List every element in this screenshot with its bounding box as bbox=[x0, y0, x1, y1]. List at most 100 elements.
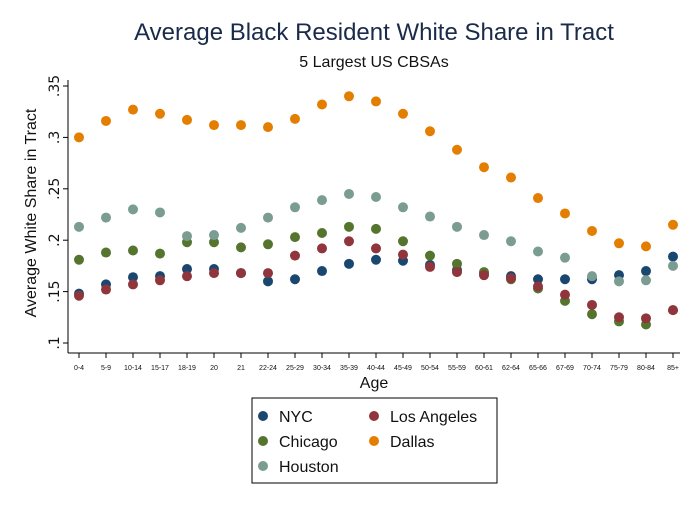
x-tick-label: 0-4 bbox=[74, 365, 84, 372]
data-point-chicago bbox=[209, 237, 219, 248]
data-point-nyc bbox=[371, 254, 381, 265]
data-point-los-angeles bbox=[371, 243, 381, 254]
data-point-los-angeles bbox=[155, 275, 165, 286]
data-point-houston bbox=[668, 260, 678, 271]
data-point-houston bbox=[614, 276, 624, 287]
x-axis-label: Age bbox=[360, 375, 389, 392]
data-point-houston bbox=[587, 271, 597, 282]
data-point-nyc bbox=[668, 251, 678, 262]
data-point-dallas bbox=[479, 162, 489, 173]
data-point-dallas bbox=[614, 238, 624, 249]
x-tick-label: 40-44 bbox=[367, 365, 385, 372]
x-tick-label: 15-17 bbox=[151, 365, 169, 372]
data-point-dallas bbox=[641, 241, 651, 252]
data-point-nyc bbox=[560, 274, 570, 285]
x-tick-label: 5-9 bbox=[101, 365, 111, 372]
data-point-houston bbox=[641, 275, 651, 286]
data-point-dallas bbox=[560, 208, 570, 219]
legend-marker-los-angeles bbox=[369, 411, 379, 421]
data-point-houston bbox=[74, 221, 84, 232]
data-point-nyc bbox=[182, 263, 192, 274]
data-point-los-angeles bbox=[128, 279, 138, 290]
data-point-dallas bbox=[587, 225, 597, 236]
data-point-dallas bbox=[668, 219, 678, 230]
data-point-dallas bbox=[533, 193, 543, 204]
x-tick-label: 80-84 bbox=[637, 365, 655, 372]
data-point-dallas bbox=[236, 120, 246, 131]
x-tick-label: 75-79 bbox=[610, 365, 628, 372]
y-tick-label: .25 bbox=[47, 178, 63, 200]
legend-marker-dallas bbox=[369, 436, 379, 446]
data-point-los-angeles bbox=[263, 268, 273, 279]
x-tick-label: 30-34 bbox=[313, 365, 331, 372]
data-point-dallas bbox=[371, 96, 381, 107]
data-point-houston bbox=[506, 236, 516, 247]
legend-label-los-angeles: Los Angeles bbox=[390, 409, 477, 426]
data-point-nyc bbox=[641, 266, 651, 277]
series-houston bbox=[74, 188, 678, 287]
x-tick-label: 18-19 bbox=[178, 365, 196, 372]
data-point-chicago bbox=[371, 223, 381, 234]
data-point-nyc bbox=[344, 258, 354, 269]
chart-subtitle: 5 Largest US CBSAs bbox=[299, 54, 448, 71]
x-tick-label: 25-29 bbox=[286, 365, 304, 372]
y-tick-label: .15 bbox=[47, 280, 63, 302]
data-point-dallas bbox=[74, 132, 84, 143]
data-point-chicago bbox=[344, 221, 354, 232]
data-point-chicago bbox=[398, 236, 408, 247]
legend: NYC Chicago Houston Los Angeles Dallas bbox=[251, 397, 498, 484]
data-point-dallas bbox=[182, 114, 192, 125]
data-point-houston bbox=[479, 230, 489, 241]
data-point-houston bbox=[263, 212, 273, 223]
x-tick-label: 21 bbox=[237, 365, 245, 372]
data-point-los-angeles bbox=[587, 299, 597, 310]
data-point-los-angeles bbox=[317, 243, 327, 254]
data-point-chicago bbox=[74, 254, 84, 265]
data-point-chicago bbox=[587, 309, 597, 320]
x-tick-label: 60-61 bbox=[475, 365, 493, 372]
data-point-los-angeles bbox=[452, 267, 462, 278]
data-point-los-angeles bbox=[533, 281, 543, 292]
x-tick-label: 55-59 bbox=[448, 365, 466, 372]
data-point-houston bbox=[425, 211, 435, 222]
x-tick-label: 20 bbox=[210, 365, 218, 372]
data-point-chicago bbox=[425, 250, 435, 261]
data-point-los-angeles bbox=[74, 290, 84, 301]
data-point-houston bbox=[560, 252, 570, 263]
data-point-nyc bbox=[290, 274, 300, 285]
data-point-houston bbox=[209, 230, 219, 241]
data-point-chicago bbox=[263, 239, 273, 250]
data-point-houston bbox=[398, 202, 408, 213]
y-tick-label: .1 bbox=[47, 336, 63, 349]
x-tick-label: 70-74 bbox=[583, 365, 601, 372]
data-point-houston bbox=[317, 195, 327, 206]
data-point-dallas bbox=[263, 122, 273, 133]
x-tick-label: 85+ bbox=[667, 365, 679, 372]
data-point-nyc bbox=[128, 272, 138, 283]
y-tick-label: .2 bbox=[47, 234, 63, 247]
data-point-houston bbox=[155, 207, 165, 218]
data-point-los-angeles bbox=[344, 236, 354, 247]
legend-label-chicago: Chicago bbox=[279, 434, 338, 451]
x-tick-label: 65-66 bbox=[529, 365, 547, 372]
data-points bbox=[74, 91, 678, 330]
data-point-los-angeles bbox=[614, 312, 624, 323]
data-point-dallas bbox=[425, 126, 435, 137]
legend-marker-houston bbox=[258, 461, 268, 471]
x-tick-label: 22-24 bbox=[259, 365, 277, 372]
legend-marker-nyc bbox=[258, 411, 268, 421]
data-point-houston bbox=[452, 221, 462, 232]
data-point-dallas bbox=[155, 108, 165, 119]
legend-marker-chicago bbox=[258, 436, 268, 446]
data-point-houston bbox=[371, 192, 381, 203]
data-point-chicago bbox=[128, 245, 138, 256]
x-tick-label: 35-39 bbox=[340, 365, 358, 372]
series-los-angeles bbox=[74, 236, 678, 324]
data-point-los-angeles bbox=[398, 249, 408, 260]
x-tick-label: 50-54 bbox=[421, 365, 439, 372]
data-point-houston bbox=[533, 246, 543, 257]
data-point-los-angeles bbox=[641, 313, 651, 324]
data-point-los-angeles bbox=[506, 273, 516, 284]
data-point-los-angeles bbox=[425, 261, 435, 272]
